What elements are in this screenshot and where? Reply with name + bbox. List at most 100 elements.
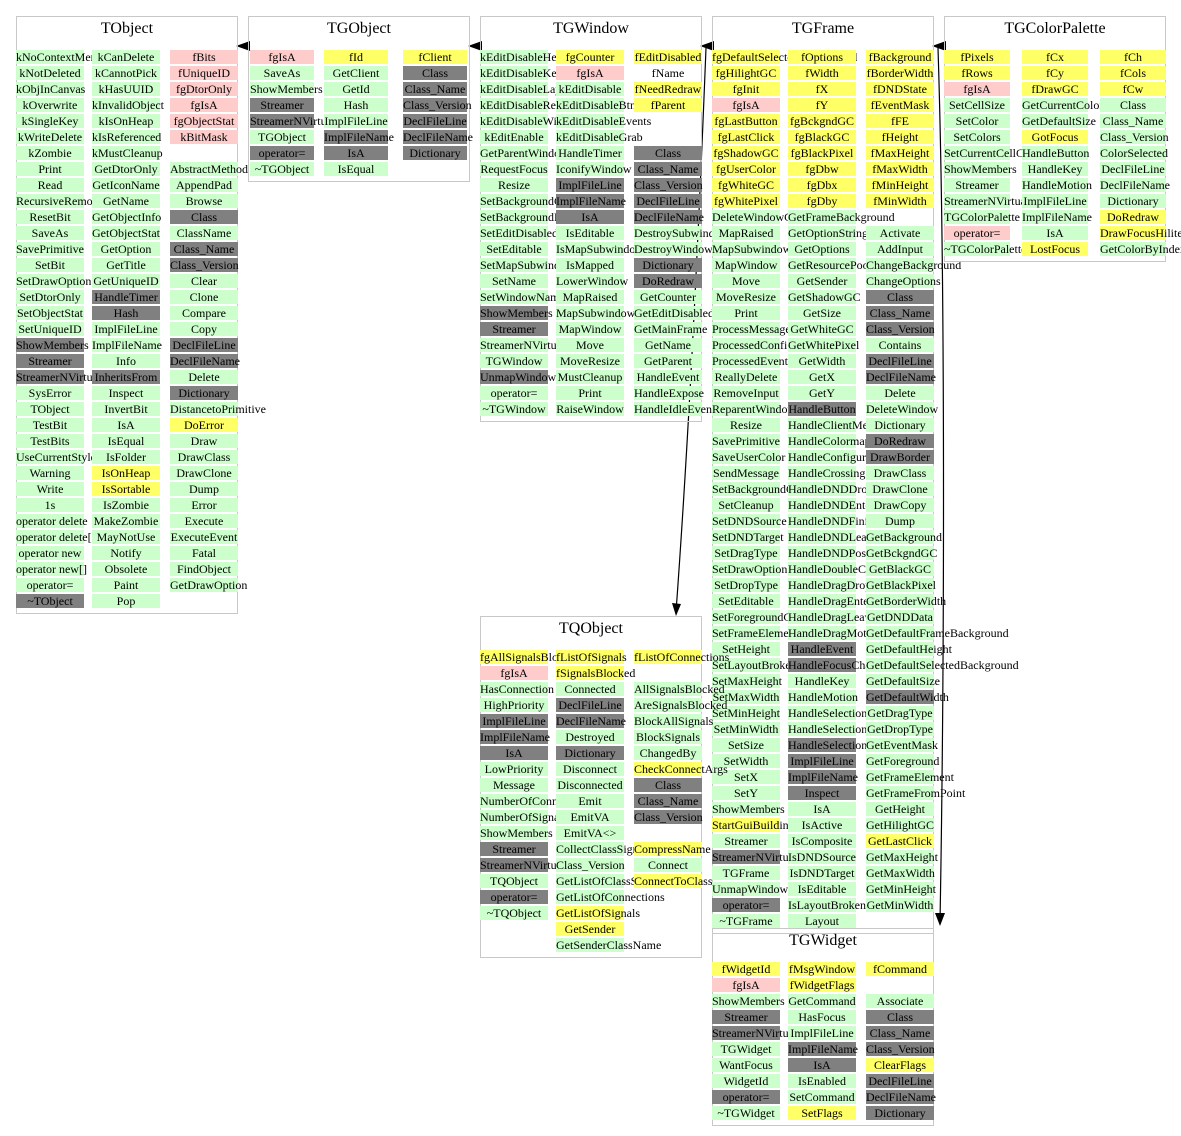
member-cell: SetFlags [788,1106,856,1120]
member-cell: operator= [250,146,314,160]
member-cell: GetListOfClassSignals [556,874,666,888]
member-cell: HasConnection [480,682,554,696]
member-cell: Contains [866,338,934,352]
member-cell: ImplFileLine [788,1026,856,1040]
member-cell: Streamer [480,322,548,336]
member-cell: HandleDNDPosition [788,546,888,560]
member-cell: GetDrawOption [170,578,248,592]
member-cell: EmitVA<> [556,826,624,840]
member-cell: LostFocus [1022,242,1088,256]
member-cell: SetBackgroundPixmap [480,210,591,224]
member-cell: GetOptionString [788,226,868,240]
member-cell: IsOnHeap [92,466,160,480]
member-cell: MoveResize [712,290,780,304]
member-cell: SetColors [944,130,1010,144]
member-cell: AreSignalsBlocked [634,698,728,712]
member-cell: ChangeBackground [866,258,962,272]
member-cell: ShowMembers [944,162,1017,176]
member-cell: DistancetoPrimitive [170,402,266,416]
member-cell: fgBlackPixel [788,146,856,160]
member-cell: RemoveInput [712,386,780,400]
member-cell: ~TGWidget [712,1106,780,1120]
member-cell: DoRedraw [1100,210,1166,224]
member-cell: kEditDisableEvents [556,114,652,128]
member-cell: Streamer [712,834,780,848]
member-cell: GetIconName [92,178,160,192]
member-cell: GetUniqueID [92,274,160,288]
member-cell: kEditDisableBtnEnable [556,98,670,112]
member-cell: IsA [556,210,624,224]
member-cell: GetCounter [634,290,702,304]
member-cell: HandleDNDEnter [788,498,875,512]
member-cell: Destroyed [556,730,624,744]
member-cell: fMinWidth [866,194,934,208]
member-cell: GetSenderClassName [556,938,662,952]
member-cell: ProcessedEvent [712,354,788,368]
member-cell: TGWindow [480,354,548,368]
member-cell: SavePrimitive [16,242,84,256]
member-cell: SaveUserColor [712,450,786,464]
member-cell: operator= [944,226,1010,240]
member-cell: fgAllSignalsBlocked [480,650,581,664]
member-cell: HandleExpose [634,386,704,400]
member-cell: TQObject [480,874,548,888]
arrow-head [672,603,681,616]
member-cell: TGWidget [712,1042,780,1056]
member-cell: kEditDisable [556,82,624,96]
member-cell: SetDrawOption [712,562,788,576]
member-cell: InheritsFrom [92,370,160,384]
member-cell: BlockAllSignals [634,714,714,728]
member-cell: MustCleanup [556,370,624,384]
member-cell: AddInput [866,242,934,256]
member-cell: StreamerNVirtual [16,370,102,384]
member-cell: Message [480,778,548,792]
member-cell: fMaxHeight [866,146,934,160]
member-cell: fUniqueID [170,66,238,80]
member-cell: AppendPad [170,178,238,192]
member-cell: WantFocus [712,1058,780,1072]
member-cell: HandleSelection [788,706,868,720]
member-cell: HandleFocusChange [788,658,888,672]
member-cell: DrawBorder [866,450,934,464]
member-cell: kWriteDelete [16,130,84,144]
member-cell: GetBlackGC [866,562,934,576]
member-cell: fgDefaultSelectedBackground [712,50,858,64]
member-cell: ImplFileName [1022,210,1092,224]
member-cell: fgUserColor [712,162,780,176]
class-title: TGWindow [553,20,629,37]
member-cell: SetBackgroundColor [480,194,582,208]
member-cell: GetFrameFromPoint [866,786,966,800]
class-title: TGObject [327,20,391,37]
member-cell: ShowMembers [250,82,323,96]
member-cell: TObject [16,402,84,416]
member-cell: DeclFileName [1100,178,1170,192]
member-cell: kZombie [16,146,84,160]
member-cell: fBackground [866,50,934,64]
member-cell: DrawCopy [866,498,934,512]
member-cell: Associate [866,994,934,1008]
member-cell: fBorderWidth [866,66,934,80]
member-cell: GetEventMask [866,738,938,752]
member-cell: fRows [944,66,1010,80]
member-cell: ~TGWindow [480,402,548,416]
member-cell: GetCurrentColor [1022,98,1104,112]
member-cell: GotFocus [1022,130,1088,144]
member-cell: DeclFileName [866,1090,936,1104]
member-cell: MapWindow [556,322,624,336]
member-cell: fMsgWindow [788,962,856,976]
member-cell: Class_Version [170,258,239,272]
member-cell: Execute [170,514,238,528]
member-cell: ImplFileName [556,194,626,208]
member-cell: operator= [16,578,84,592]
member-cell: SetForegroundColor [712,610,811,624]
member-cell: DoRedraw [866,434,934,448]
member-cell: ImplFileName [324,130,394,144]
member-cell: SetWidth [712,754,780,768]
member-cell: fCols [1100,66,1166,80]
member-cell: HandleEvent [788,642,856,656]
member-cell: Dump [170,482,238,496]
member-cell: Print [712,306,780,320]
member-cell: operator= [712,898,780,912]
member-cell: HandleTimer [92,290,160,304]
